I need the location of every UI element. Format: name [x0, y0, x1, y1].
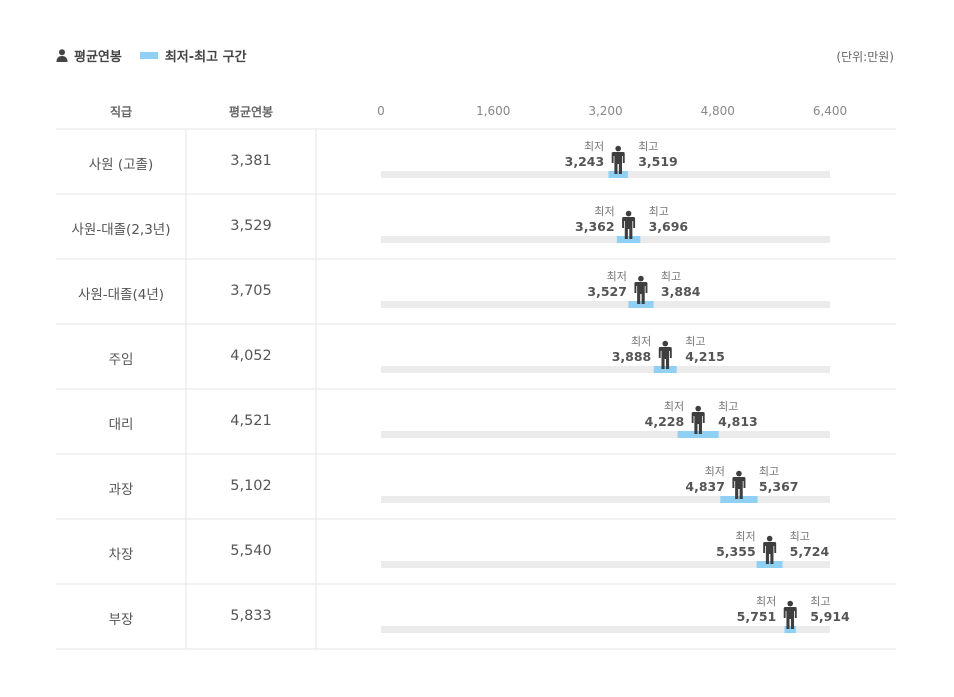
tick-label: 1,600 [476, 104, 510, 118]
min-caption: 최저 [756, 595, 776, 608]
max-caption: 최고 [661, 270, 681, 283]
min-caption: 최저 [705, 465, 725, 478]
max-caption: 최고 [638, 140, 658, 153]
max-caption: 최고 [685, 335, 705, 348]
track-bar [381, 171, 830, 178]
avg-person-marker [634, 275, 648, 304]
min-value-label: 3,527 [587, 284, 627, 299]
min-value-label: 3,362 [575, 219, 615, 234]
min-value-label: 4,228 [645, 414, 685, 429]
legend-avg: 평균연봉 [56, 46, 122, 65]
max-value-label: 4,813 [718, 414, 758, 429]
position-label: 대리 [108, 416, 134, 433]
track-bar [381, 236, 830, 243]
person-icon [56, 49, 68, 62]
max-caption: 최고 [759, 465, 779, 478]
avg-person-marker [732, 470, 746, 499]
tick-label: 6,400 [813, 104, 847, 118]
position-label: 차장 [108, 546, 134, 563]
avg-salary-value: 5,102 [230, 477, 272, 494]
max-value-label: 4,215 [685, 349, 725, 364]
tick-label: 3,200 [588, 104, 622, 118]
min-value-label: 4,837 [685, 479, 725, 494]
avg-salary-value: 3,381 [230, 152, 272, 169]
range-swatch [139, 52, 158, 59]
avg-person-marker [622, 210, 636, 239]
avg-person-marker [611, 145, 625, 174]
position-label: 주임 [108, 351, 134, 368]
avg-salary-value: 3,529 [230, 217, 272, 234]
track-bar [381, 561, 830, 568]
range-bar [608, 171, 628, 178]
unit-label: (단위:만원) [836, 50, 894, 64]
range-bar [628, 301, 654, 308]
position-label: 사원-대졸(2,3년) [71, 221, 171, 238]
max-caption: 최고 [649, 205, 669, 218]
legend: 평균연봉 최저-최고 구간 [56, 46, 265, 65]
range-bar [616, 236, 641, 243]
max-value-label: 5,914 [810, 609, 850, 624]
max-caption: 최고 [810, 595, 830, 608]
min-value-label: 3,243 [565, 154, 605, 169]
range-bar [677, 431, 719, 438]
range-bar [653, 366, 677, 373]
max-caption: 최고 [790, 530, 810, 543]
tick-label: 4,800 [701, 104, 735, 118]
min-value-label: 5,751 [737, 609, 777, 624]
track-bar [381, 431, 830, 438]
min-caption: 최저 [631, 335, 651, 348]
legend-range-label: 최저-최고 구간 [164, 50, 247, 65]
avg-person-marker [658, 340, 672, 369]
position-label: 사원-대졸(4년) [77, 286, 165, 303]
max-caption: 최고 [718, 400, 738, 413]
position-label: 과장 [108, 481, 134, 498]
track-bar [381, 626, 830, 633]
min-caption: 최저 [607, 270, 627, 283]
header-position: 직급 [109, 105, 133, 119]
max-value-label: 3,519 [638, 154, 678, 169]
track-bar [381, 496, 830, 503]
avg-salary-value: 5,540 [230, 542, 272, 559]
track-bar [381, 366, 830, 373]
max-value-label: 5,367 [759, 479, 799, 494]
min-caption: 최저 [664, 400, 684, 413]
tick-label: 0 [377, 104, 385, 118]
max-value-label: 5,724 [790, 544, 830, 559]
header-salary: 평균연봉 [228, 105, 274, 119]
avg-person-marker [763, 535, 777, 564]
position-label: 사원 (고졸) [88, 156, 154, 173]
avg-salary-value: 3,705 [230, 282, 272, 299]
range-bar [720, 496, 758, 503]
max-value-label: 3,696 [649, 219, 689, 234]
max-value-label: 3,884 [661, 284, 701, 299]
avg-salary-value: 4,052 [230, 347, 272, 364]
min-value-label: 5,355 [716, 544, 756, 559]
legend-avg-label: 평균연봉 [74, 50, 122, 65]
legend-range: 최저-최고 구간 [139, 46, 247, 65]
avg-salary-value: 5,833 [230, 607, 272, 624]
min-value-label: 3,888 [612, 349, 652, 364]
track-bar [381, 301, 830, 308]
range-bar [784, 626, 796, 633]
avg-salary-value: 4,521 [230, 412, 272, 429]
min-caption: 최저 [584, 140, 604, 153]
position-label: 부장 [108, 611, 134, 628]
range-bar [756, 561, 783, 568]
min-caption: 최저 [594, 205, 614, 218]
min-caption: 최저 [735, 530, 755, 543]
avg-person-marker [783, 600, 797, 629]
avg-person-marker [691, 405, 705, 434]
